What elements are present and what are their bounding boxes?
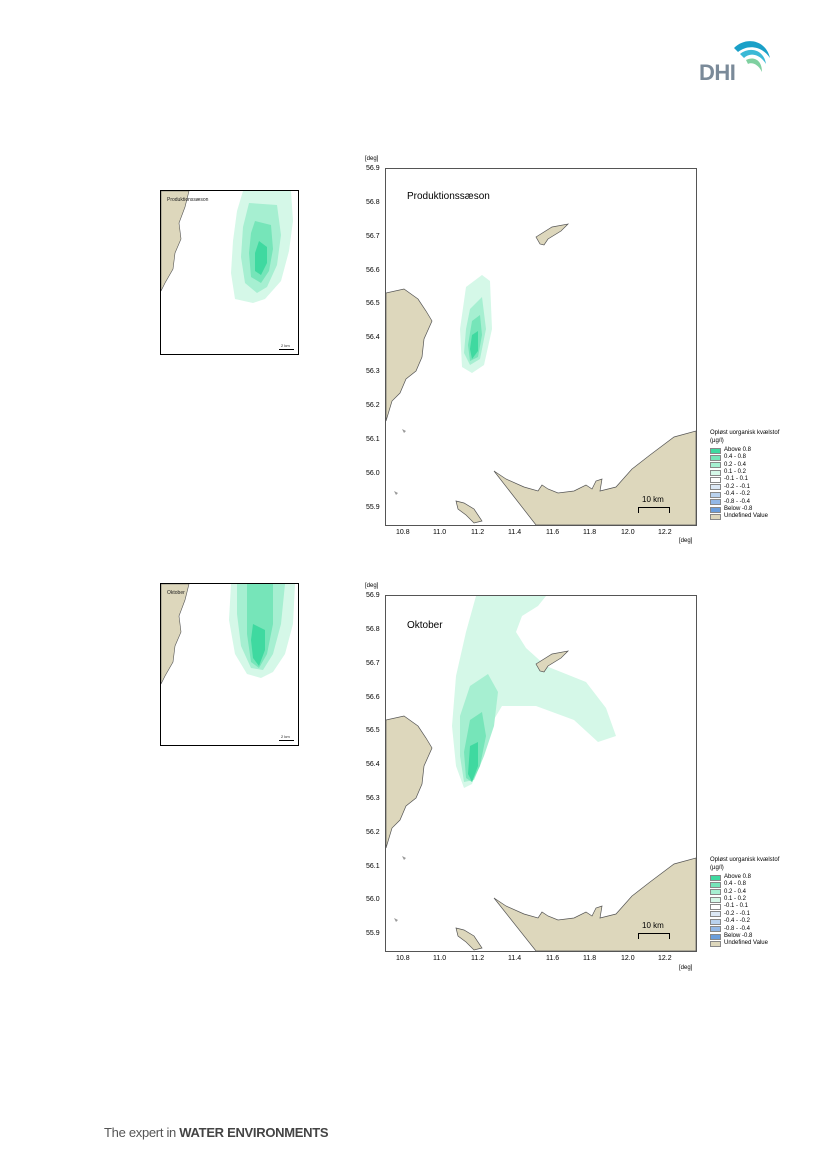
legend-item: -0.2 - -0.1	[710, 484, 779, 491]
legend-2: Opløst uorganisk kvælstof (µg/l) Above 0…	[710, 857, 779, 948]
x-tick: 12.2	[658, 955, 672, 962]
legend-item: -0.1 - 0.1	[710, 476, 779, 484]
legend-item: Above 0.8	[710, 447, 779, 454]
y-tick: 56.8	[366, 199, 380, 206]
map-frame-1: Produktionssæson 10 km	[385, 168, 697, 526]
inset-scale-label-2: 2 km	[281, 734, 290, 739]
legend-item: Above 0.8	[710, 874, 779, 881]
inset-scalebar-1	[279, 349, 294, 350]
y-tick: 55.9	[366, 930, 380, 937]
x-tick: 11.2	[471, 529, 485, 536]
y-tick: 56.9	[366, 592, 380, 599]
x-tick: 11.0	[433, 955, 447, 962]
y-tick: 56.0	[366, 896, 380, 903]
dhi-logo-text: DHI	[699, 60, 736, 85]
legend-item: 0.1 - 0.2	[710, 469, 779, 476]
x-tick: 12.0	[621, 529, 635, 536]
x-tick: 10.8	[396, 955, 410, 962]
footer-emphasis: WATER ENVIRONMENTS	[179, 1125, 329, 1140]
map-frame-2: Oktober 10 km	[385, 595, 697, 952]
legend-item: -0.8 - -0.4	[710, 926, 779, 933]
inset-scalebar-2	[279, 740, 294, 741]
y-tick: 55.9	[366, 504, 380, 511]
legend-item: Undefined Value	[710, 513, 779, 521]
y-tick: 56.1	[366, 436, 380, 443]
x-tick: 11.4	[508, 529, 522, 536]
legend-item: -0.4 - -0.2	[710, 918, 779, 925]
scalebar-2	[638, 933, 670, 939]
legend-item: -0.2 - -0.1	[710, 911, 779, 918]
inset-map-1: Produktionssæson 2 km	[160, 190, 299, 355]
x-tick: 11.6	[546, 529, 560, 536]
legend-title: Opløst uorganisk kvælstof	[710, 430, 780, 436]
y-tick: 56.5	[366, 727, 380, 734]
scalebar-1	[638, 507, 670, 513]
legend-item: -0.4 - -0.2	[710, 491, 779, 498]
inset-map-2: Oktober 2 km	[160, 583, 299, 746]
y-unit-1: [deg]	[365, 156, 379, 162]
legend-item: Below -0.8	[710, 506, 779, 513]
y-unit-2: [deg]	[365, 583, 379, 589]
y-tick: 56.5	[366, 300, 380, 307]
legend-item: -0.8 - -0.4	[710, 499, 779, 506]
x-tick: 11.8	[583, 529, 597, 536]
y-tick: 56.7	[366, 233, 380, 240]
panel-label-2: Oktober	[407, 620, 443, 631]
legend-unit: (µg/l)	[710, 865, 724, 872]
legend-item: 0.2 - 0.4	[710, 462, 779, 469]
y-tick: 56.9	[366, 165, 380, 172]
x-tick: 11.2	[471, 955, 485, 962]
x-tick: 11.0	[433, 529, 447, 536]
y-tick: 56.7	[366, 660, 380, 667]
x-tick: 12.0	[621, 955, 635, 962]
x-tick: 11.4	[508, 955, 522, 962]
y-tick: 56.3	[366, 368, 380, 375]
y-tick: 56.6	[366, 267, 380, 274]
y-tick: 56.2	[366, 829, 380, 836]
y-tick: 56.1	[366, 863, 380, 870]
legend-unit: (µg/l)	[710, 438, 724, 445]
scalebar-label-1: 10 km	[642, 495, 664, 504]
y-tick: 56.8	[366, 626, 380, 633]
inset-label-2: Oktober	[167, 590, 185, 596]
x-tick: 12.2	[658, 529, 672, 536]
legend-1: Opløst uorganisk kvælstof (µg/l) Above 0…	[710, 430, 779, 521]
y-tick: 56.4	[366, 761, 380, 768]
x-tick: 11.8	[583, 955, 597, 962]
y-tick: 56.6	[366, 694, 380, 701]
scalebar-label-2: 10 km	[642, 921, 664, 930]
x-tick: 11.6	[546, 955, 560, 962]
y-tick: 56.2	[366, 402, 380, 409]
y-tick: 56.0	[366, 470, 380, 477]
dhi-logo	[734, 41, 770, 72]
legend-item: 0.4 - 0.8	[710, 454, 779, 461]
x-unit-2: [deg]	[679, 965, 693, 971]
y-tick: 56.4	[366, 334, 380, 341]
legend-title: Opløst uorganisk kvælstof	[710, 857, 780, 863]
footer-tagline: The expert in WATER ENVIRONMENTS	[104, 1125, 329, 1140]
inset-label-1: Produktionssæson	[167, 197, 209, 203]
legend-item: 0.2 - 0.4	[710, 889, 779, 896]
x-unit-1: [deg]	[679, 538, 693, 544]
panel-label-1: Produktionssæson	[407, 191, 490, 202]
footer-prefix: The expert in	[104, 1125, 180, 1140]
y-tick: 56.3	[366, 795, 380, 802]
legend-item: -0.1 - 0.1	[710, 903, 779, 911]
legend-item: 0.4 - 0.8	[710, 881, 779, 888]
inset-scale-label-1: 2 km	[281, 343, 290, 348]
legend-item: 0.1 - 0.2	[710, 896, 779, 903]
legend-item: Undefined Value	[710, 940, 779, 948]
legend-item: Below -0.8	[710, 933, 779, 940]
x-tick: 10.8	[396, 529, 410, 536]
